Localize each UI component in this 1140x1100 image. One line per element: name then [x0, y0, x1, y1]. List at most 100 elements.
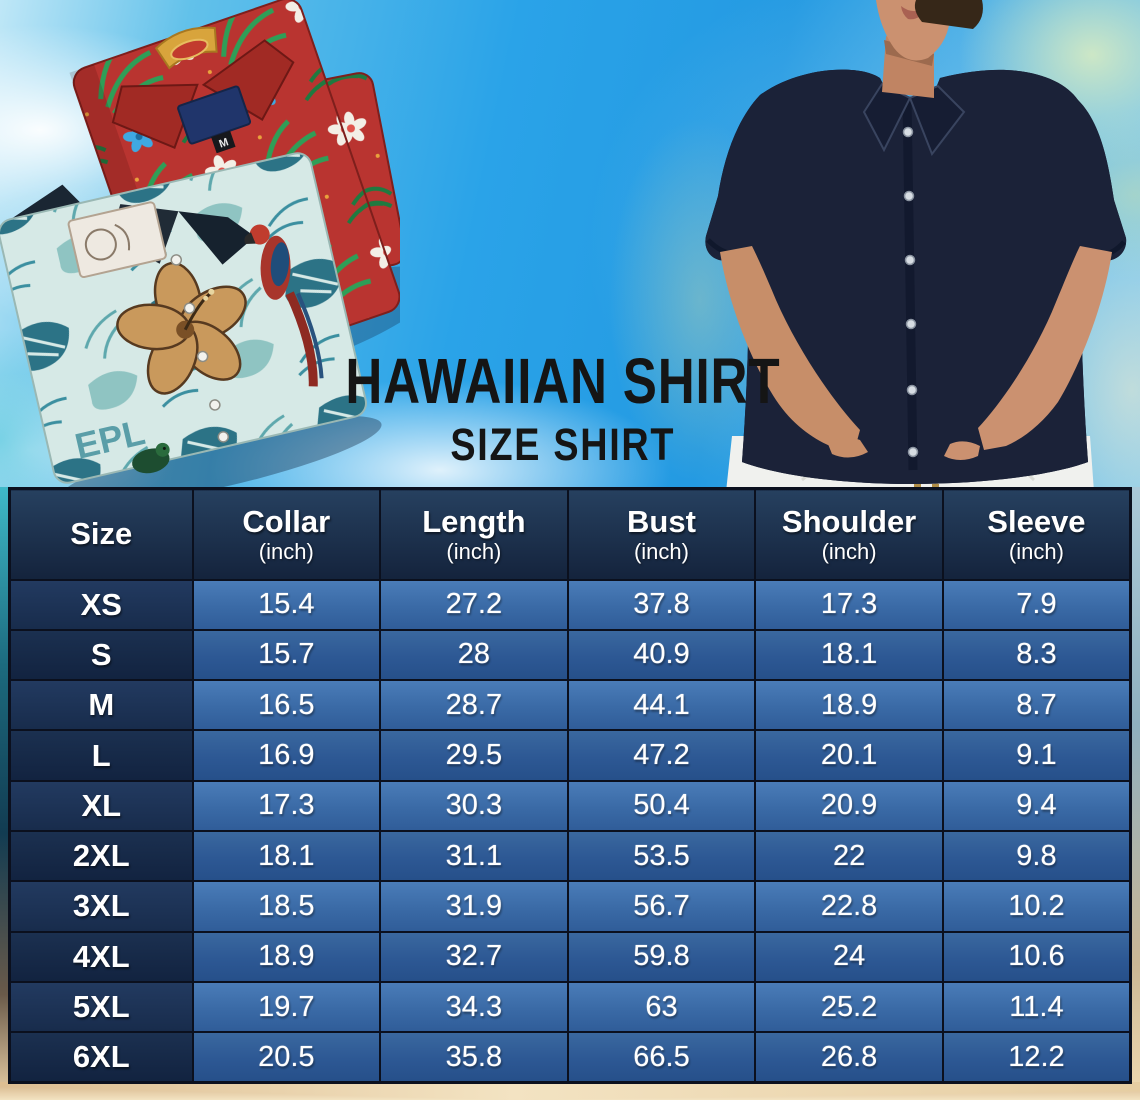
column-header-shoulder: Shoulder (inch) — [754, 487, 944, 581]
table-row: 3XL 18.5 31.9 56.7 22.8 10.2 — [8, 880, 1132, 933]
size-label: XS — [8, 578, 194, 631]
size-label: 2XL — [8, 829, 194, 883]
size-value: 28.7 — [379, 679, 569, 732]
table-row: S 15.7 28 40.9 18.1 8.3 — [8, 628, 1132, 682]
title-block: HAWAIIAN SHIRT SIZE SHIRT — [0, 349, 1126, 467]
size-value: 50.4 — [566, 779, 757, 832]
table-row: M 16.5 28.7 44.1 18.9 8.7 — [8, 679, 1132, 732]
size-value: 47.2 — [566, 729, 757, 782]
page-title: HAWAIIAN SHIRT — [345, 345, 781, 417]
folded-shirts-photo: M — [0, 0, 400, 500]
right-hand — [944, 441, 980, 460]
size-label: XL — [8, 779, 194, 832]
size-label: 4XL — [8, 930, 194, 983]
hibiscus-flower — [116, 261, 247, 395]
size-value: 15.4 — [191, 578, 382, 631]
svg-text:M: M — [218, 136, 231, 150]
size-value: 10.2 — [941, 880, 1132, 933]
size-value: 44.1 — [566, 679, 757, 732]
size-value: 63 — [566, 980, 757, 1034]
size-value: 22 — [754, 829, 944, 883]
size-label: 5XL — [8, 980, 194, 1034]
model-head — [876, 0, 983, 98]
size-value: 18.1 — [191, 829, 382, 883]
size-value: 26.8 — [754, 1031, 944, 1084]
left-beach-strip — [0, 487, 10, 1084]
column-header-sleeve: Sleeve (inch) — [941, 487, 1132, 581]
size-value: 18.1 — [754, 628, 944, 682]
size-value: 8.3 — [941, 628, 1132, 682]
column-header-size: Size — [8, 487, 194, 581]
size-value: 15.7 — [191, 628, 382, 682]
size-value: 22.8 — [754, 880, 944, 933]
size-chart-table: Size Collar (inch) Length (inch) Bust (inch) Sh… — [8, 487, 1132, 1084]
table-row: 4XL 18.9 32.7 59.8 24 10.6 — [8, 930, 1132, 983]
size-value: 20.1 — [754, 729, 944, 782]
size-value: 24 — [754, 930, 944, 983]
size-value: 30.3 — [379, 779, 569, 832]
size-value: 32.7 — [379, 930, 569, 983]
size-value: 28 — [379, 628, 569, 682]
table-row: 6XL 20.5 35.8 66.5 26.8 12.2 — [8, 1031, 1132, 1084]
size-value: 9.1 — [941, 729, 1132, 782]
size-value: 17.3 — [191, 779, 382, 832]
size-value: 8.7 — [941, 679, 1132, 732]
size-value: 66.5 — [566, 1031, 757, 1084]
collar-left — [111, 83, 199, 149]
table-row: 2XL 18.1 31.1 53.5 22 9.8 — [8, 829, 1132, 883]
size-value: 37.8 — [566, 578, 757, 631]
size-value: 56.7 — [566, 880, 757, 933]
size-value: 11.4 — [941, 980, 1132, 1034]
size-value: 35.8 — [379, 1031, 569, 1084]
size-value: 27.2 — [379, 578, 569, 631]
size-value: 10.6 — [941, 930, 1132, 983]
size-value: 16.9 — [191, 729, 382, 782]
table-header-row: Size Collar (inch) Length (inch) Bust (inch) Sh… — [8, 487, 1132, 581]
size-value: 9.8 — [941, 829, 1132, 883]
table-row: XS 15.4 27.2 37.8 17.3 7.9 — [8, 578, 1132, 631]
size-value: 16.5 — [191, 679, 382, 732]
size-value: 20.5 — [191, 1031, 382, 1084]
size-label: 6XL — [8, 1031, 194, 1084]
size-value: 18.9 — [191, 930, 382, 983]
column-header-length: Length (inch) — [379, 487, 569, 581]
size-value: 20.9 — [754, 779, 944, 832]
chest-pocket — [67, 201, 167, 279]
model-photo — [705, 0, 1127, 492]
size-label: 3XL — [8, 880, 194, 933]
size-label: M — [8, 679, 194, 732]
size-value: 9.4 — [941, 779, 1132, 832]
teal-hawaiian-shirt: EPL — [0, 152, 382, 500]
size-value: 34.3 — [379, 980, 569, 1034]
collar-right — [201, 39, 295, 121]
neck-size-tag — [211, 130, 236, 154]
sand-strip — [0, 1082, 1140, 1100]
size-value: 59.8 — [566, 930, 757, 983]
button-placket — [902, 97, 918, 471]
size-value: 29.5 — [379, 729, 569, 782]
size-value: 19.7 — [191, 980, 382, 1034]
column-header-collar: Collar (inch) — [191, 487, 382, 581]
size-value: 31.9 — [379, 880, 569, 933]
size-value: 31.1 — [379, 829, 569, 883]
column-header-bust: Bust (inch) — [566, 487, 757, 581]
table-row: XL 17.3 30.3 50.4 20.9 9.4 — [8, 779, 1132, 832]
size-value: 40.9 — [566, 628, 757, 682]
size-value: 25.2 — [754, 980, 944, 1034]
right-beach-strip — [1130, 487, 1140, 1084]
parrot — [244, 224, 324, 387]
page-subtitle: SIZE SHIRT — [450, 419, 676, 470]
size-value: 7.9 — [941, 578, 1132, 631]
table-row: L 16.9 29.5 47.2 20.1 9.1 — [8, 729, 1132, 782]
size-label: S — [8, 628, 194, 682]
button-placket — [170, 254, 230, 443]
table-row: 5XL 19.7 34.3 63 25.2 11.4 — [8, 980, 1132, 1034]
model-arms — [720, 246, 1112, 460]
hair — [914, 0, 983, 29]
size-label: L — [8, 729, 194, 782]
size-value: 12.2 — [941, 1031, 1132, 1084]
left-hand — [828, 437, 868, 458]
size-value: 17.3 — [754, 578, 944, 631]
size-value: 18.5 — [191, 880, 382, 933]
